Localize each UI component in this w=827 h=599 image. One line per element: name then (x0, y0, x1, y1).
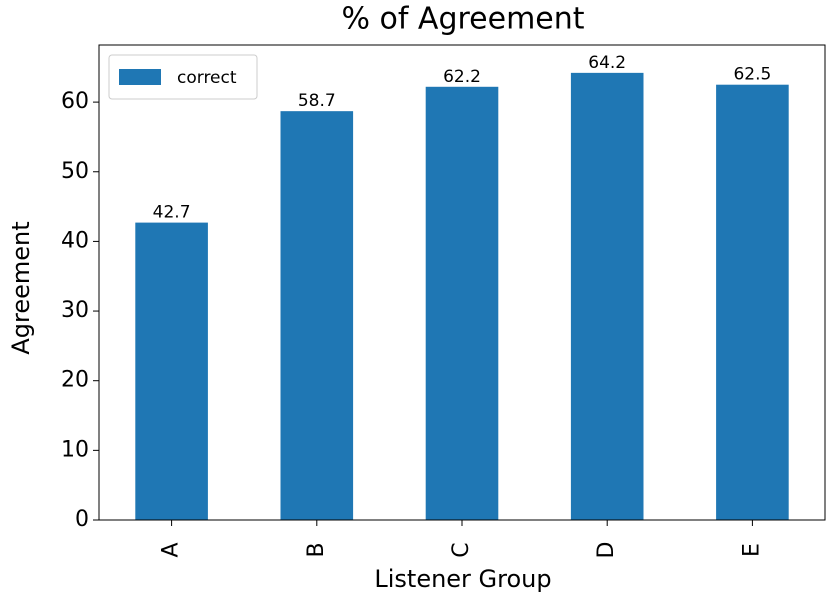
chart-title: % of Agreement (341, 2, 584, 37)
y-tick-label: 60 (61, 89, 89, 114)
y-tick-label: 20 (61, 368, 89, 393)
data-label: 62.2 (443, 67, 481, 87)
x-tick-label: D (594, 542, 619, 559)
bar (425, 86, 499, 521)
x-tick-label: A (159, 542, 184, 557)
y-tick-label: 10 (61, 437, 89, 462)
data-label: 64.2 (588, 53, 626, 73)
y-tick-label: 40 (61, 228, 89, 253)
data-label: 58.7 (298, 91, 336, 111)
bar (280, 111, 354, 521)
y-tick-label: 50 (61, 159, 89, 184)
bar (716, 84, 789, 521)
bar (135, 222, 208, 520)
y-axis-label: Agreement (7, 221, 35, 354)
legend-label: correct (177, 68, 237, 88)
x-tick-label: C (449, 542, 474, 557)
axes-frame (98, 44, 826, 521)
data-label: 62.5 (733, 65, 771, 85)
y-tick-label: 0 (75, 507, 89, 532)
y-tick-label: 30 (61, 298, 89, 323)
data-label: 42.7 (153, 203, 191, 223)
legend-swatch (119, 69, 161, 85)
x-tick-label: E (739, 543, 764, 557)
x-axis-label: Listener Group (374, 565, 551, 593)
bar (570, 72, 644, 520)
x-tick-label: B (304, 542, 329, 557)
legend-box (108, 54, 258, 100)
